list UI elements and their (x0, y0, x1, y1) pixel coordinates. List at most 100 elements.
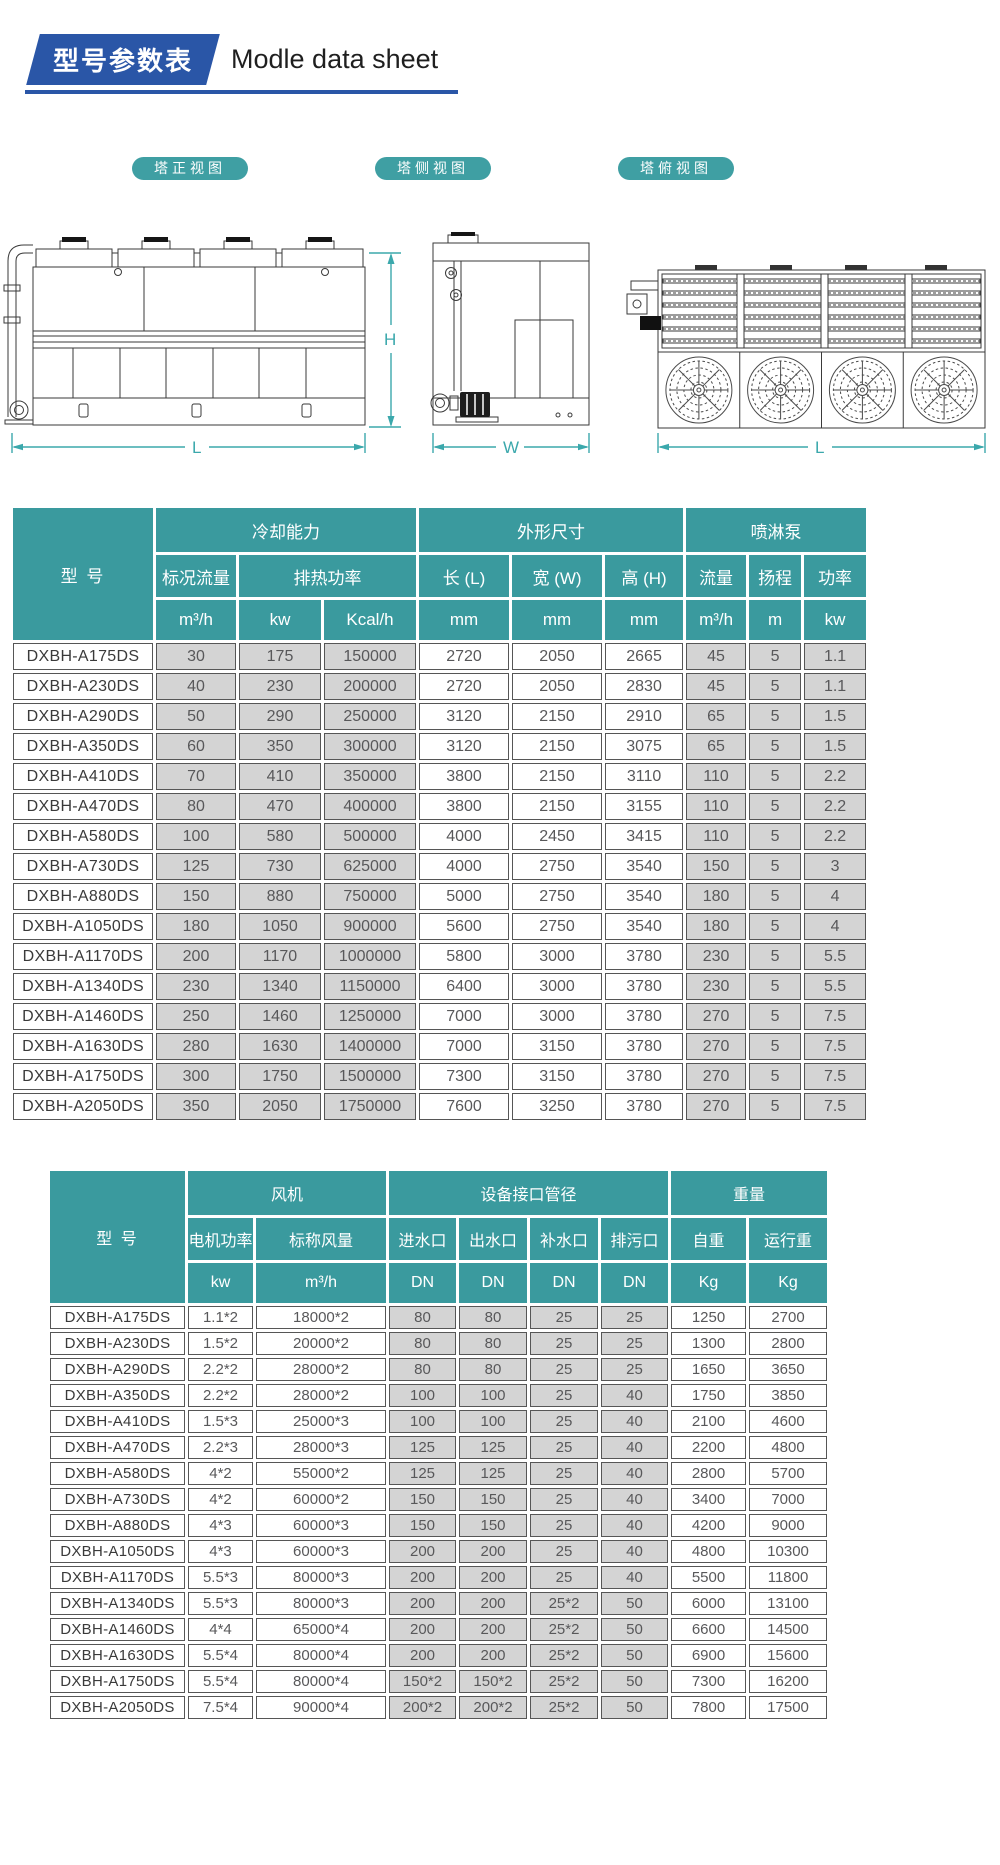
value-cell: 270 (686, 1093, 747, 1120)
value-cell: 28000*2 (256, 1384, 387, 1407)
value-cell: 2700 (749, 1306, 828, 1329)
value-cell: 1250000 (324, 1003, 417, 1030)
col-group-fan: 风机 (188, 1171, 387, 1215)
value-cell: 80 (459, 1332, 528, 1355)
value-cell: 4*3 (188, 1514, 253, 1537)
value-cell: 200 (459, 1592, 528, 1615)
value-cell: 4*3 (188, 1540, 253, 1563)
value-cell: 1750 (239, 1063, 321, 1090)
spec-table-fan-weight: 型 号 风机 设备接口管径 重量 电机功率 标称风量 进水口 出水口 补水口 排… (47, 1168, 830, 1722)
tower-top-view-drawing: L (626, 265, 986, 457)
model-cell: DXBH-A880DS (13, 883, 153, 910)
value-cell: 25 (530, 1358, 599, 1381)
pump-motor-icon (451, 232, 490, 417)
value-cell: 3540 (605, 913, 684, 940)
value-cell: 7.5 (804, 1093, 867, 1120)
value-cell: 25*2 (530, 1696, 599, 1719)
unit-cell: kw (804, 600, 867, 640)
value-cell: 5.5*4 (188, 1670, 253, 1693)
table-row: DXBH-A1340DS 230 1340 1150000 6400 3000 3780 23… (13, 973, 867, 1000)
value-cell: 40 (601, 1384, 669, 1407)
value-cell: 3000 (512, 973, 603, 1000)
value-cell: 125 (459, 1462, 528, 1485)
value-cell: 6900 (671, 1644, 747, 1667)
col-header-drain: 排污口 (601, 1218, 669, 1260)
model-cell: DXBH-A1750DS (50, 1670, 185, 1693)
model-cell: DXBH-A580DS (13, 823, 153, 850)
value-cell: 80 (389, 1306, 457, 1329)
model-cell: DXBH-A2050DS (50, 1696, 185, 1719)
table-row: DXBH-A880DS 4*3 60000*3 150 150 25 40 4200 9000 (50, 1514, 828, 1537)
value-cell: 5 (749, 1093, 802, 1120)
col-header-makeup-water: 补水口 (530, 1218, 599, 1260)
value-cell: 1.1 (804, 673, 867, 700)
view-label-side: 塔侧视图 (375, 157, 491, 180)
unit-cell: m (749, 600, 802, 640)
value-cell: 28000*3 (256, 1436, 387, 1459)
value-cell: 4800 (749, 1436, 828, 1459)
value-cell: 5.5 (804, 973, 867, 1000)
value-cell: 7800 (671, 1696, 747, 1719)
value-cell: 16200 (749, 1670, 828, 1693)
value-cell: 80 (459, 1306, 528, 1329)
value-cell: 2.2*2 (188, 1384, 253, 1407)
value-cell: 200 (459, 1644, 528, 1667)
value-cell: 7.5 (804, 1033, 867, 1060)
value-cell: 7.5*4 (188, 1696, 253, 1719)
unit-cell: Kg (749, 1263, 828, 1303)
value-cell: 65 (686, 703, 747, 730)
col-group-dimensions: 外形尺寸 (419, 508, 684, 552)
model-cell: DXBH-A175DS (50, 1306, 185, 1329)
value-cell: 100 (459, 1410, 528, 1433)
value-cell: 5 (749, 643, 802, 670)
value-cell: 2750 (512, 913, 603, 940)
value-cell: 7300 (419, 1063, 510, 1090)
value-cell: 5 (749, 943, 802, 970)
table-row: DXBH-A1170DS 200 1170 1000000 5800 3000 3780 23… (13, 943, 867, 970)
value-cell: 150 (156, 883, 236, 910)
model-cell: DXBH-A730DS (50, 1488, 185, 1511)
col-header-pump-flow: 流量 (686, 555, 747, 597)
value-cell: 150*2 (389, 1670, 457, 1693)
table-row: DXBH-A1750DS 5.5*4 80000*4 150*2 150*2 25*2 50… (50, 1670, 828, 1693)
value-cell: 125 (156, 853, 236, 880)
value-cell: 5800 (419, 943, 510, 970)
value-cell: 200000 (324, 673, 417, 700)
value-cell: 110 (686, 793, 747, 820)
value-cell: 3075 (605, 733, 684, 760)
col-header-model: 型 号 (13, 508, 153, 640)
col-group-pipe-connections: 设备接口管径 (389, 1171, 669, 1215)
table-row: DXBH-A1340DS 5.5*3 80000*3 200 200 25*2 50 6000… (50, 1592, 828, 1615)
value-cell: 3800 (419, 763, 510, 790)
value-cell: 3780 (605, 1003, 684, 1030)
value-cell: 1250 (671, 1306, 747, 1329)
value-cell: 730 (239, 853, 321, 880)
value-cell: 40 (601, 1436, 669, 1459)
value-cell: 270 (686, 1003, 747, 1030)
value-cell: 80000*3 (256, 1592, 387, 1615)
value-cell: 3780 (605, 973, 684, 1000)
col-header-water-inlet: 进水口 (389, 1218, 457, 1260)
value-cell: 4*4 (188, 1618, 253, 1641)
value-cell: 470 (239, 793, 321, 820)
unit-cell: DN (389, 1263, 457, 1303)
value-cell: 4000 (419, 853, 510, 880)
value-cell: 80 (389, 1332, 457, 1355)
model-cell: DXBH-A1170DS (50, 1566, 185, 1589)
value-cell: 100 (389, 1410, 457, 1433)
value-cell: 5600 (419, 913, 510, 940)
value-cell: 4000 (419, 823, 510, 850)
value-cell: 410 (239, 763, 321, 790)
table-row: DXBH-A230DS 40 230 200000 2720 2050 2830 45 5 1.1 (13, 673, 867, 700)
value-cell: 2100 (671, 1410, 747, 1433)
value-cell: 125 (459, 1436, 528, 1459)
dim-label-width: W (503, 438, 519, 457)
value-cell: 270 (686, 1063, 747, 1090)
value-cell: 2800 (749, 1332, 828, 1355)
value-cell: 6600 (671, 1618, 747, 1641)
table-row: DXBH-A730DS 125 730 625000 4000 2750 3540 150 5 3 (13, 853, 867, 880)
value-cell: 2150 (512, 793, 603, 820)
value-cell: 1500000 (324, 1063, 417, 1090)
value-cell: 25 (601, 1306, 669, 1329)
dimension-lines (657, 433, 986, 453)
